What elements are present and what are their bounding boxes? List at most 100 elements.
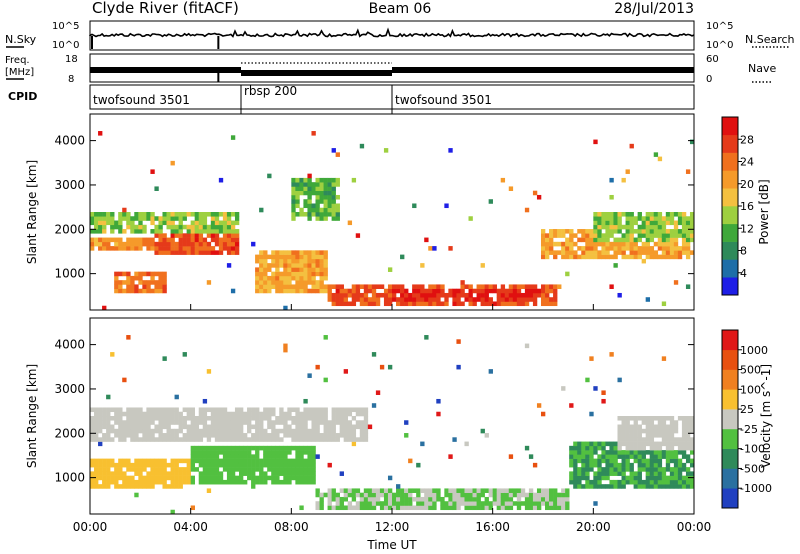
power-cell	[609, 216, 614, 221]
power-cell	[190, 250, 195, 255]
velocity-cell	[323, 424, 328, 430]
power-cell	[621, 241, 626, 247]
power-cell	[681, 229, 687, 234]
power-cell	[98, 237, 103, 243]
power-cell	[94, 241, 99, 247]
velocity-cell	[331, 420, 336, 425]
power-cell	[396, 297, 401, 302]
velocity-cell	[625, 433, 630, 438]
velocity-cell	[182, 420, 187, 425]
velocity-cell	[263, 454, 268, 459]
velocity-cell	[424, 496, 429, 502]
velocity-cell	[480, 488, 485, 493]
velocity-cell	[234, 407, 240, 413]
power-colorbar-swatch	[722, 170, 738, 189]
power-cell	[90, 246, 95, 251]
velocity-cell	[251, 407, 256, 413]
power-cell	[114, 224, 119, 230]
velocity-cell	[637, 484, 642, 489]
velocity-cell	[230, 428, 236, 434]
velocity-cell	[359, 424, 365, 430]
velocity-cell	[641, 445, 646, 451]
velocity-cell	[122, 484, 127, 489]
velocity-cell	[194, 458, 200, 464]
power-cell	[331, 207, 336, 213]
velocity-cell	[307, 411, 312, 417]
power-cell	[577, 237, 582, 243]
power-cell	[331, 216, 336, 221]
velocity-cell	[94, 467, 99, 472]
power-cell	[130, 216, 135, 221]
power-cell	[561, 229, 566, 234]
velocity-cell	[633, 450, 638, 455]
velocity-cell	[508, 488, 514, 493]
power-cell	[275, 280, 280, 285]
velocity-cell	[226, 445, 232, 451]
power-cell	[315, 207, 320, 213]
power-cell	[685, 237, 691, 243]
power-cell	[681, 212, 687, 217]
power-cell	[118, 220, 123, 226]
velocity-cell	[142, 475, 147, 481]
velocity-cell	[126, 407, 131, 413]
power-cell	[669, 246, 675, 251]
power-cell	[392, 297, 397, 302]
velocity-cell	[198, 437, 204, 442]
velocity-cell	[585, 462, 590, 468]
velocity-cell	[625, 450, 630, 455]
power-cell	[206, 224, 212, 230]
power-cell	[331, 182, 336, 187]
velocity-cell	[230, 437, 236, 442]
power-cell	[150, 280, 155, 285]
power-cell	[536, 194, 542, 200]
velocity-cell	[681, 424, 687, 430]
power-cell	[295, 194, 300, 200]
power-cell	[291, 284, 296, 289]
velocity-cell	[319, 407, 324, 413]
power-cell	[307, 258, 312, 264]
power-cell	[689, 139, 695, 145]
velocity-cell	[637, 445, 642, 451]
velocity-cell	[303, 437, 308, 442]
velocity-cell	[657, 424, 663, 430]
power-cell	[142, 241, 147, 247]
power-cell	[202, 216, 208, 221]
power-cell	[657, 237, 663, 243]
velocity-cell	[565, 492, 570, 498]
power-cell	[645, 237, 651, 243]
velocity-cell	[327, 433, 332, 438]
power-cell	[118, 288, 123, 294]
velocity-cell	[174, 458, 179, 464]
power-cell	[315, 284, 320, 289]
velocity-cell	[645, 437, 651, 442]
power-cell	[291, 216, 296, 221]
velocity-cell	[359, 437, 365, 442]
power-cell	[444, 203, 449, 209]
velocity-cell	[206, 445, 212, 451]
velocity-cell	[198, 454, 204, 459]
velocity-cell	[162, 462, 167, 468]
power-cell	[335, 177, 340, 183]
power-colorbar-swatch	[722, 259, 738, 278]
velocity-cell	[629, 433, 634, 438]
power-cell	[569, 229, 574, 234]
velocity-cell	[476, 505, 481, 511]
velocity-cell	[339, 411, 344, 417]
velocity-cell	[307, 428, 312, 434]
velocity-colorbar-frame	[721, 329, 739, 509]
power-cell	[307, 212, 312, 217]
power-cell	[681, 224, 687, 230]
power-cell	[162, 246, 167, 251]
velocity-cell	[154, 416, 159, 421]
velocity-cell	[238, 416, 244, 421]
velocity-cell	[283, 462, 288, 468]
power-cell	[126, 212, 131, 217]
velocity-cell	[158, 471, 163, 476]
power-cell	[685, 284, 691, 289]
velocity-colorbar-swatch	[722, 369, 738, 390]
velocity-cell	[303, 450, 308, 455]
velocity-cell	[681, 462, 687, 468]
velocity-cell	[637, 428, 642, 434]
velocity-cell	[166, 420, 171, 425]
power-cell	[218, 224, 224, 230]
